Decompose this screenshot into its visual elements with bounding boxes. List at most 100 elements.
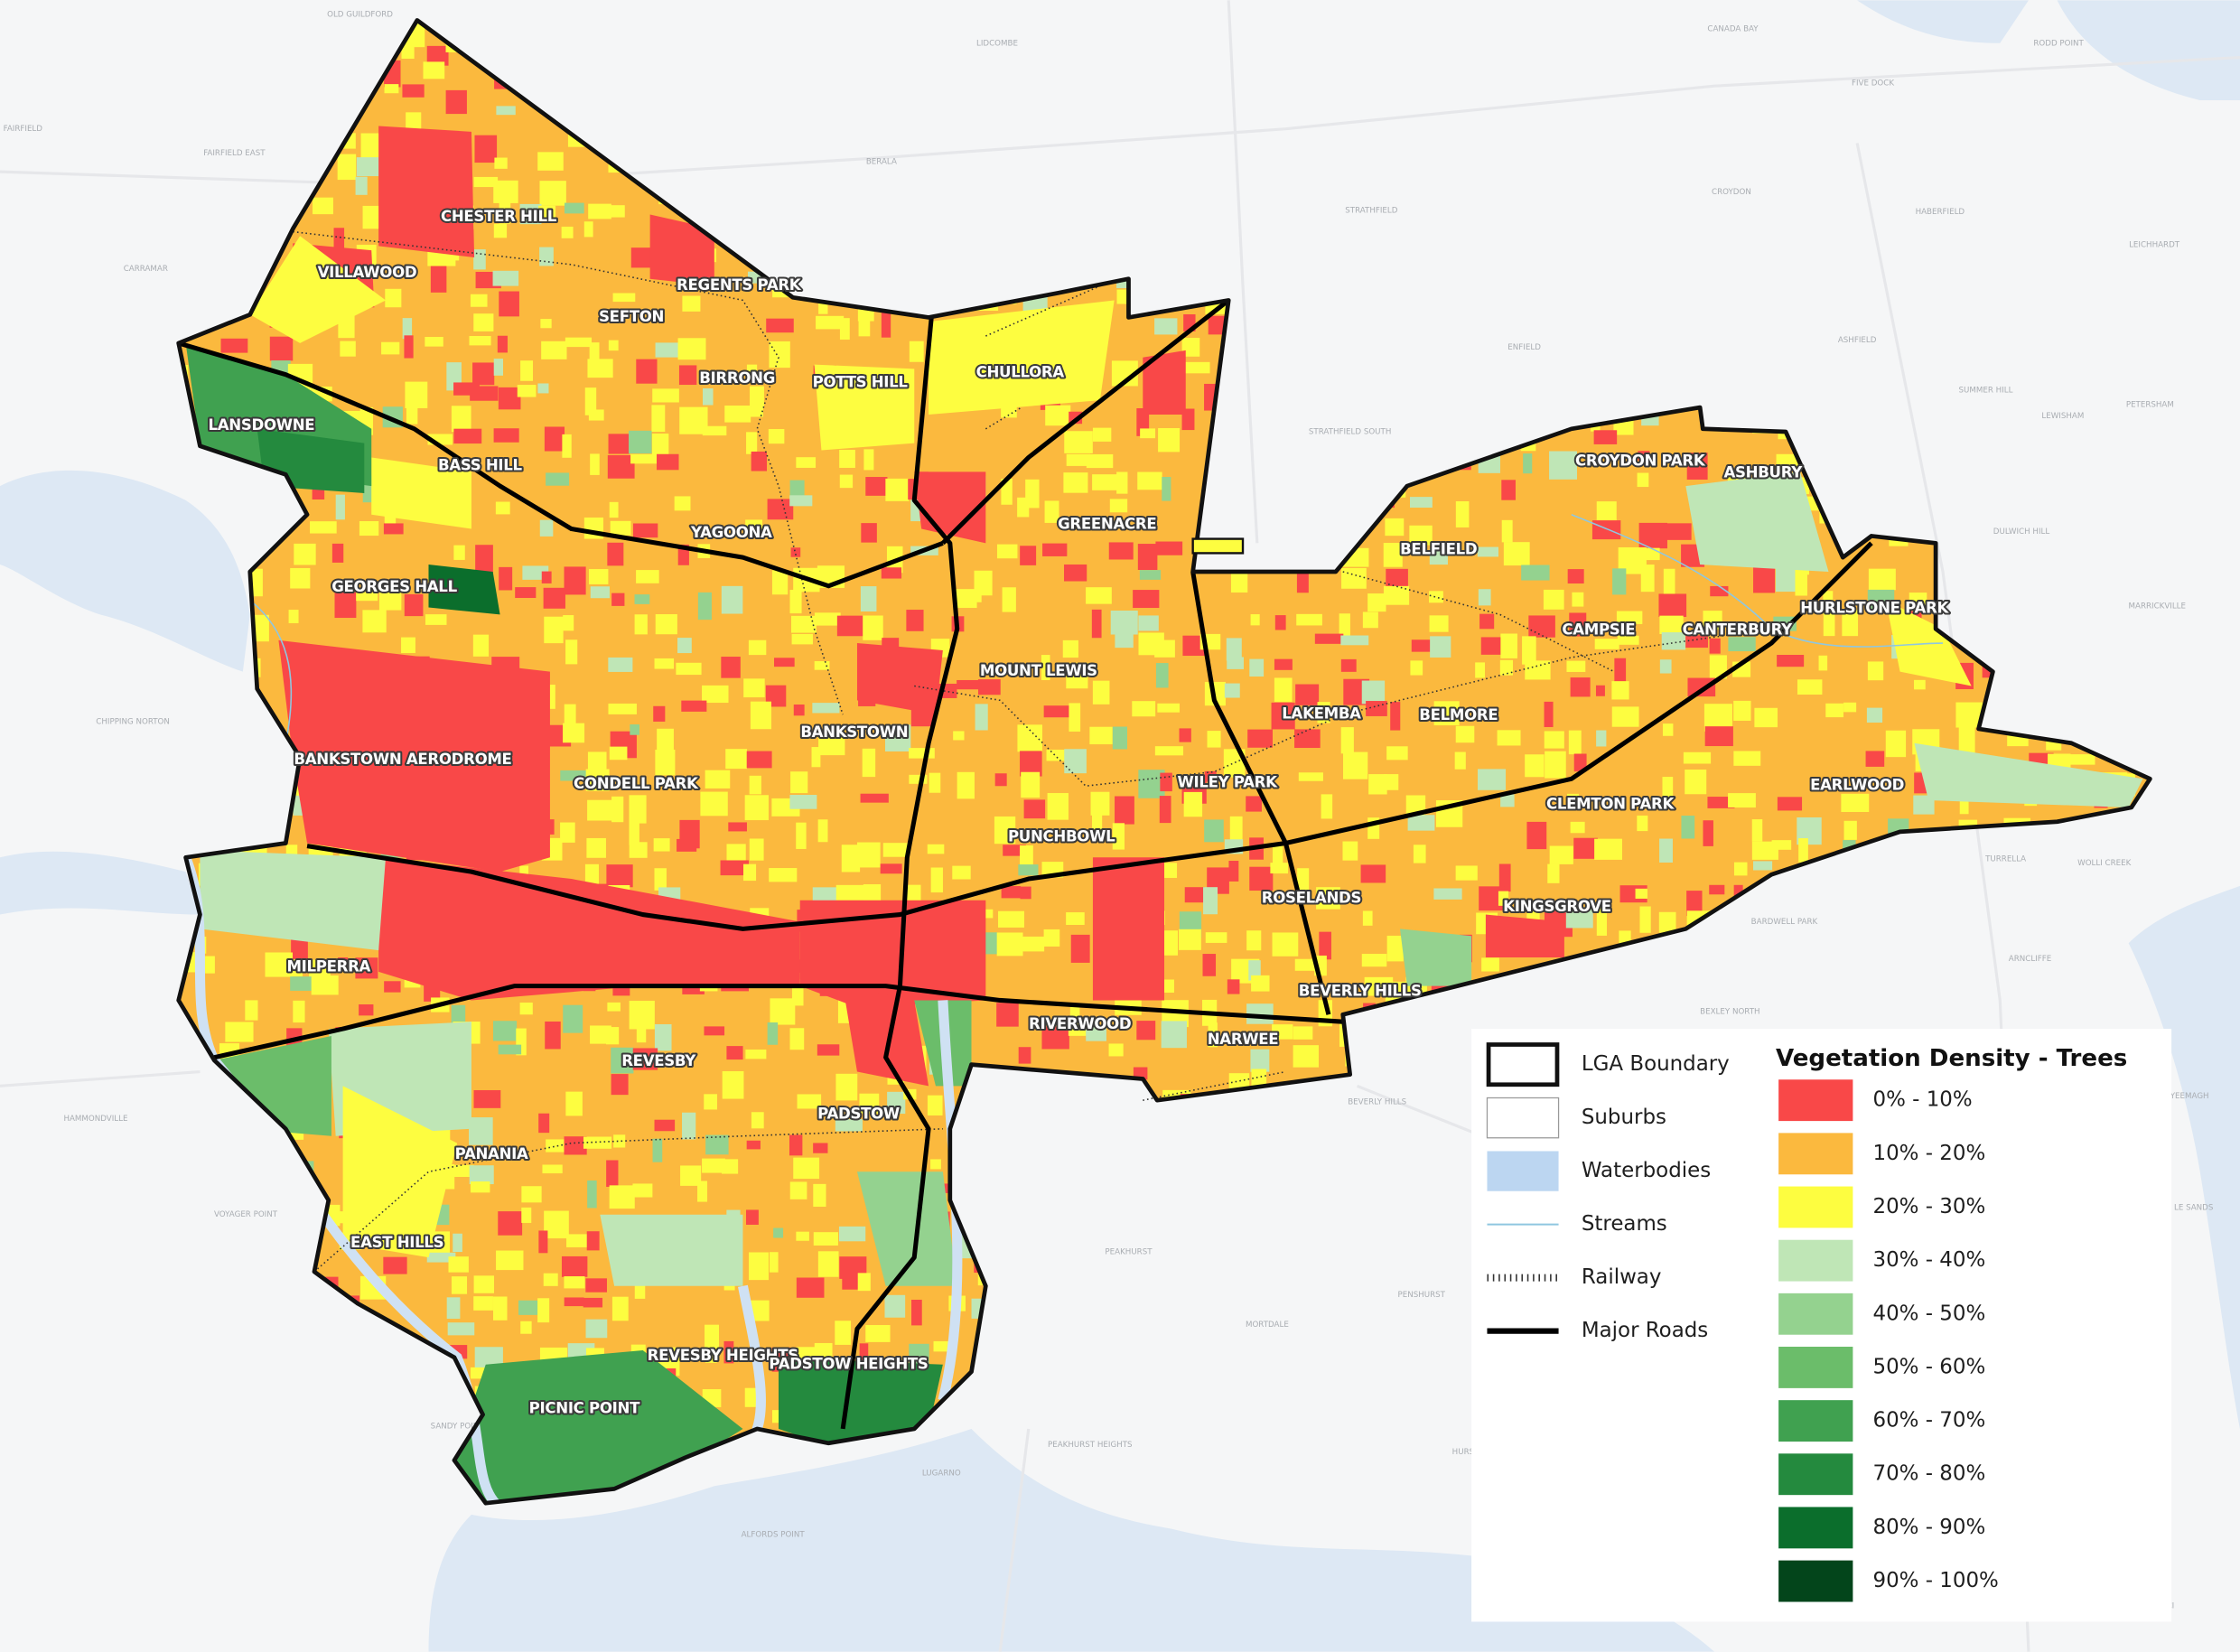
parcel [1843,702,1857,713]
parcel [1316,887,1340,910]
parcel [1116,471,1128,494]
parcel [337,154,357,181]
parcel [1043,705,1073,718]
parcel [749,838,764,861]
parcel [1204,770,1217,782]
parcel [797,1094,822,1109]
parcel [909,341,924,362]
parcel [887,1091,906,1115]
parcel [974,570,993,596]
lga-boundary-fragment [1191,537,1245,555]
parcel [1018,1047,1031,1064]
parcel [1017,497,1030,518]
vegetation-patch [814,364,915,451]
suburb-label: NARWEE [1208,1031,1279,1048]
suburb-label: CANTERBURY [1683,621,1793,638]
parcel [1498,863,1511,892]
parcel [816,315,845,330]
parcel [682,295,701,312]
parcel [933,1340,955,1352]
parcel [1685,770,1707,795]
parcel [1733,700,1751,721]
place-label: FAIRFIELD EAST [203,149,266,158]
parcel [813,1143,828,1153]
parcel [384,981,401,993]
parcel [1092,427,1112,442]
road [1190,571,1331,1015]
parcel [697,1181,708,1202]
parcel [1044,500,1059,523]
parcel [1521,565,1550,581]
parcel [1155,541,1183,555]
parcel [473,1296,493,1311]
parcel [998,910,1025,928]
parcel [1023,799,1046,819]
parcel [1246,930,1262,951]
parcel [1137,471,1162,490]
parcel [721,585,743,614]
parcel [446,1297,461,1320]
river [428,1428,1714,1652]
parcel [588,203,611,219]
parcel [287,958,303,977]
parcel [1501,519,1513,543]
road [998,1428,1031,1652]
place-label: BERALA [866,158,897,167]
vegetation-patches [185,126,2143,1504]
parcel [1569,612,1587,637]
parcel [1086,453,1114,469]
parcel [1179,728,1191,742]
parcel [771,570,789,595]
parcel [1340,658,1357,672]
parcel [608,657,633,672]
parcel [1361,680,1386,705]
parcel [1246,796,1262,812]
parcel [632,1183,653,1198]
parcel [818,295,828,314]
parcel [1867,661,1884,681]
legend-swatch [1778,1079,1853,1122]
parcel [1247,729,1273,748]
parcel [835,1073,858,1101]
place-label: TURRELLA [1984,854,2026,863]
parcel [1685,635,1708,649]
parcel [1638,451,1650,461]
place-label: MORTDALE [1246,1321,1289,1330]
parcel [651,434,669,461]
parcel [1637,472,1649,488]
parcel [537,152,564,171]
parcel [909,774,928,784]
vegetation-patch [378,126,475,258]
parcel [520,360,534,381]
parcel [1480,637,1504,655]
place-label: LIDCOMBE [976,39,1018,48]
parcel [1475,662,1486,678]
parcel [453,545,465,560]
legend-class-label: 40% - 50% [1873,1302,1986,1325]
legend-swatch [1778,1347,1853,1388]
suburb-label: CHESTER HILL [441,208,557,225]
parcel [564,1297,584,1307]
suburb-label: PADSTOW [817,1105,900,1122]
parcel [541,571,552,583]
parcel [721,657,741,678]
parcel [1413,845,1426,863]
parcel [1158,427,1181,453]
parcel [562,434,572,458]
place-label: VOYAGER POINT [214,1210,278,1219]
legend-swatch [1778,1133,1853,1175]
parcel [789,795,817,809]
place-label: STRATHFIELD [1345,206,1398,215]
parcel [1159,796,1171,824]
parcel [607,542,624,566]
parcel [654,868,667,891]
parcel [817,819,828,843]
parcel [880,863,902,874]
parcel [1478,769,1507,790]
parcel [520,1321,532,1334]
parcel [1570,821,1585,834]
legend-class-label: 10% - 20% [1873,1142,1986,1165]
parcel [839,450,855,468]
parcel [1296,568,1309,593]
place-label: PEAKHURST [1105,1247,1153,1256]
